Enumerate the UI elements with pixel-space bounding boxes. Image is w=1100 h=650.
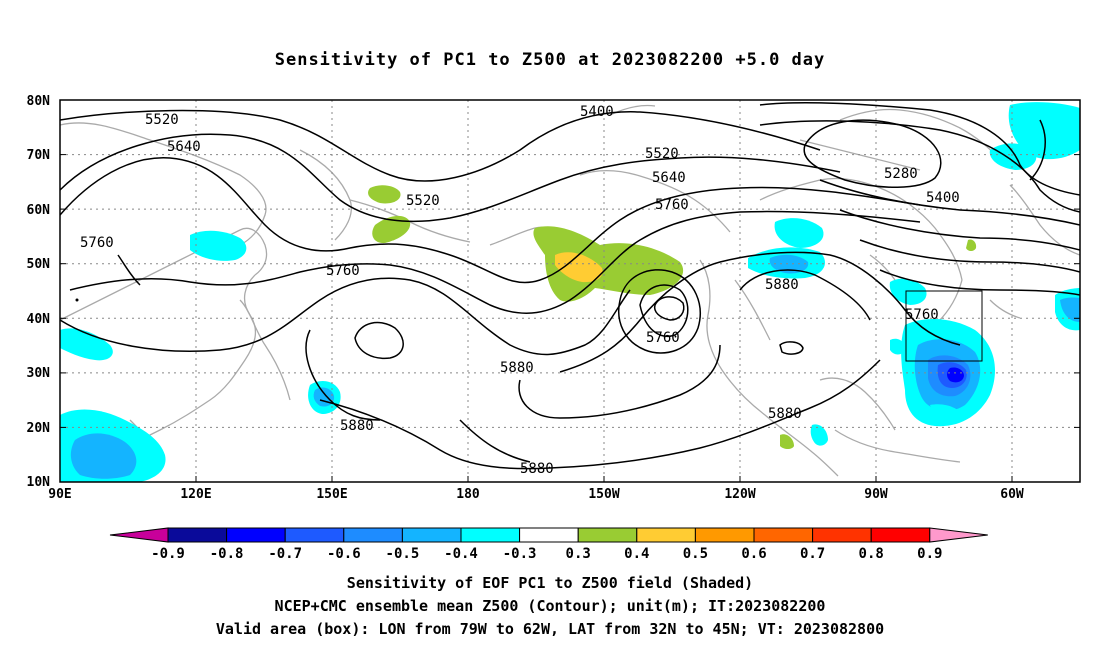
axis-ticks bbox=[60, 99, 1080, 483]
colorbar-label: 0.4 bbox=[624, 546, 649, 562]
contour-label: 5760 bbox=[646, 330, 680, 346]
lon-label: 90W bbox=[864, 487, 888, 502]
contour-label: 5520 bbox=[145, 112, 179, 128]
contour-label: 5760 bbox=[80, 235, 114, 251]
contour-label: 5640 bbox=[652, 170, 686, 186]
contour-label: 5520 bbox=[406, 193, 440, 209]
lon-label: 150W bbox=[588, 487, 619, 502]
lon-label: 120E bbox=[180, 487, 211, 502]
colorbar-swatch bbox=[167, 527, 228, 543]
lon-label: 90E bbox=[48, 487, 71, 502]
colorbar-label: 0.6 bbox=[741, 546, 766, 562]
lon-label: 180 bbox=[456, 487, 480, 502]
colorbar-swatch bbox=[870, 527, 931, 543]
colorbar-swatch bbox=[226, 527, 286, 543]
lat-label: 10N bbox=[27, 475, 51, 490]
lon-label: 150E bbox=[316, 487, 347, 502]
colorbar: -0.9 -0.8 -0.7 -0.6 -0.5 -0.4 -0.3 0.3 0.4 0.5 0.6… bbox=[109, 527, 988, 562]
contour-label: 5880 bbox=[520, 461, 554, 477]
contour-label: 5760 bbox=[905, 307, 939, 323]
contour-label: 5520 bbox=[645, 146, 679, 162]
colorbar-label: -0.7 bbox=[268, 546, 302, 562]
colorbar-swatch bbox=[636, 527, 696, 543]
caption-line-3: Valid area (box): LON from 79W to 62W, L… bbox=[215, 620, 885, 638]
map-title: Sensitivity of PC1 to Z500 at 2023082200… bbox=[274, 50, 826, 70]
colorbar-label: -0.8 bbox=[210, 546, 244, 562]
colorbar-label: 0.3 bbox=[566, 546, 591, 562]
colorbar-label: -0.5 bbox=[386, 546, 420, 562]
lat-label: 60N bbox=[27, 203, 51, 218]
colorbar-swatch bbox=[519, 527, 579, 543]
contour-label: 5280 bbox=[884, 166, 918, 182]
colorbar-swatch bbox=[694, 527, 755, 543]
colorbar-over-triangle bbox=[929, 527, 988, 543]
lat-label: 50N bbox=[27, 257, 51, 272]
colorbar-label: 0.7 bbox=[800, 546, 825, 562]
contour-label: 5400 bbox=[580, 104, 614, 120]
lat-labels: 80N 70N 60N 50N 40N 30N 20N 10N bbox=[27, 94, 51, 490]
contour-label: 5880 bbox=[768, 406, 802, 422]
contour-label: 5760 bbox=[326, 263, 360, 279]
colorbar-label: -0.3 bbox=[503, 546, 537, 562]
contour-label: 5640 bbox=[167, 139, 201, 155]
contour-label: 5880 bbox=[500, 360, 534, 376]
lon-label: 60W bbox=[1000, 487, 1024, 502]
colorbar-label: 0.5 bbox=[683, 546, 708, 562]
colorbar-swatch bbox=[460, 527, 521, 543]
contour-label: 5760 bbox=[655, 197, 689, 213]
colorbar-swatch bbox=[401, 527, 462, 543]
lon-label: 120W bbox=[724, 487, 755, 502]
lon-labels: 90E 120E 150E 180 150W 120W 90W 60W bbox=[48, 487, 1024, 502]
caption-line-2: NCEP+CMC ensemble mean Z500 (Contour); u… bbox=[274, 597, 826, 615]
colorbar-label: 0.8 bbox=[859, 546, 884, 562]
colorbar-swatch bbox=[812, 527, 872, 543]
caption-line-1: Sensitivity of EOF PC1 to Z500 field (Sh… bbox=[346, 574, 754, 592]
colorbar-label: -0.6 bbox=[327, 546, 361, 562]
sensitivity-shading bbox=[60, 102, 1080, 482]
lat-label: 80N bbox=[27, 94, 51, 109]
colorbar-under-triangle bbox=[109, 527, 169, 543]
valid-area-box bbox=[905, 290, 983, 362]
contour-label: 5400 bbox=[926, 190, 960, 206]
lat-label: 40N bbox=[27, 312, 51, 327]
colorbar-label: -0.4 bbox=[444, 546, 478, 562]
colorbar-swatch bbox=[284, 527, 345, 543]
contour-label: 5880 bbox=[340, 418, 374, 434]
contour-label-group: 5520 5640 5760 5520 5760 5400 5520 5640 … bbox=[80, 104, 960, 477]
colorbar-label: -0.9 bbox=[151, 546, 185, 562]
z500-contours bbox=[60, 102, 1080, 470]
lat-label: 20N bbox=[27, 421, 51, 436]
colorbar-swatch bbox=[577, 527, 638, 543]
contour-label: 5880 bbox=[765, 277, 799, 293]
lat-lon-grid bbox=[60, 100, 1080, 482]
map-frame bbox=[59, 99, 1081, 483]
colorbar-label: 0.9 bbox=[917, 546, 942, 562]
colorbar-swatch bbox=[343, 527, 403, 543]
lat-label: 70N bbox=[27, 148, 51, 163]
colorbar-swatch bbox=[753, 527, 814, 543]
lat-label: 30N bbox=[27, 366, 51, 381]
dot-mark bbox=[75, 298, 79, 302]
